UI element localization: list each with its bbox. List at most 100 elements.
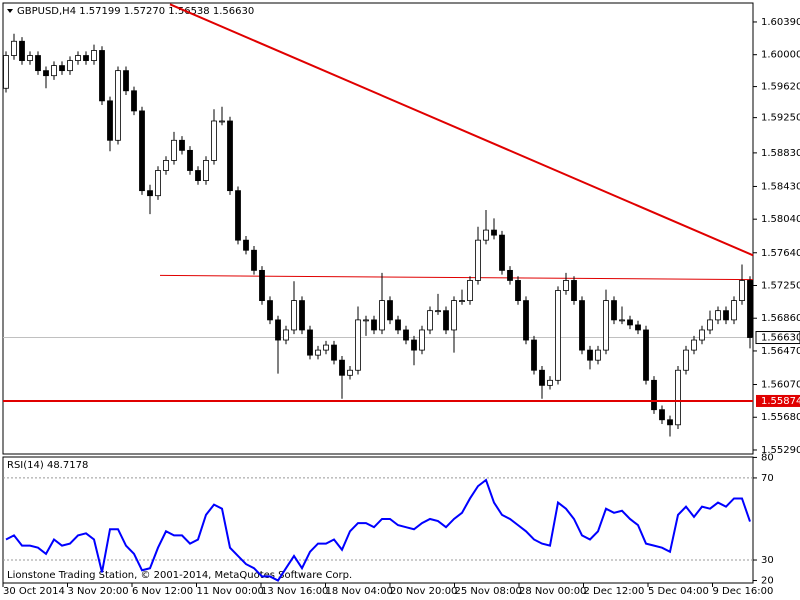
candle-body bbox=[123, 70, 129, 92]
x-tick-label: 13 Nov 16:00 bbox=[261, 586, 328, 597]
candle-body bbox=[683, 349, 689, 371]
candle-body bbox=[635, 324, 641, 331]
candle-body bbox=[691, 339, 697, 351]
trendline bbox=[169, 3, 754, 257]
candle-body bbox=[419, 329, 425, 351]
candle-body bbox=[371, 319, 377, 331]
candle-body bbox=[731, 300, 737, 321]
x-tick-label: 28 Nov 00:00 bbox=[519, 586, 586, 597]
y-tick-label: 1.55290 bbox=[761, 445, 800, 456]
y-tick-label: 1.57640 bbox=[761, 248, 800, 259]
y-tick-label: 30 bbox=[761, 555, 774, 566]
candle-body bbox=[499, 234, 505, 271]
candle-body bbox=[331, 344, 337, 361]
candle-body bbox=[179, 139, 185, 151]
candle-body bbox=[483, 229, 489, 241]
x-tick-label: 2 Dec 12:00 bbox=[584, 586, 645, 597]
candle-body bbox=[3, 55, 9, 89]
y-tick-label: 1.57250 bbox=[761, 280, 800, 291]
candle-body bbox=[131, 90, 137, 112]
candle-body bbox=[435, 310, 441, 313]
candle-body bbox=[595, 349, 601, 361]
candle-body bbox=[467, 280, 473, 301]
candle-body bbox=[491, 229, 497, 236]
candle-body bbox=[139, 110, 145, 192]
candle-body bbox=[171, 139, 177, 161]
y-tick-label: 1.60000 bbox=[761, 50, 800, 61]
candle-body bbox=[507, 269, 513, 281]
candle-body bbox=[35, 55, 41, 72]
x-tick-label: 20 Nov 20:00 bbox=[390, 586, 457, 597]
trendline bbox=[159, 274, 754, 281]
candle-body bbox=[715, 310, 721, 321]
y-tick-label: 1.58430 bbox=[761, 181, 800, 192]
candle-body bbox=[347, 369, 353, 376]
y-tick-label: 80 bbox=[761, 452, 774, 463]
candle-body bbox=[203, 160, 209, 181]
candle-body bbox=[43, 70, 49, 77]
candle-body bbox=[83, 55, 89, 61]
candle-body bbox=[539, 369, 545, 386]
candle-body bbox=[27, 55, 33, 61]
candle-body bbox=[459, 300, 465, 302]
candle-body bbox=[523, 300, 529, 341]
y-tick-label: 1.56070 bbox=[761, 380, 800, 391]
candle-body bbox=[19, 40, 25, 61]
x-tick-label: 9 Dec 16:00 bbox=[713, 586, 774, 597]
y-tick-label: 1.58040 bbox=[761, 214, 800, 225]
candle-body bbox=[707, 319, 713, 331]
candle-body bbox=[579, 300, 585, 351]
candle-body bbox=[675, 369, 681, 426]
candle-body bbox=[291, 300, 297, 331]
rsi-panel bbox=[2, 456, 754, 584]
candle-body bbox=[587, 349, 593, 361]
candle-body bbox=[563, 280, 569, 291]
y-tick-label: 1.56860 bbox=[761, 313, 800, 324]
candle-body bbox=[75, 55, 81, 61]
current-price-label: 1.56630 bbox=[761, 333, 800, 344]
rsi-line bbox=[5, 478, 751, 582]
candle-body bbox=[235, 190, 241, 241]
candle-body bbox=[475, 239, 481, 281]
candle-body bbox=[723, 310, 729, 321]
menu-arrow[interactable] bbox=[7, 9, 13, 13]
candle-body bbox=[67, 60, 73, 72]
x-tick-label: 3 Nov 20:00 bbox=[68, 586, 129, 597]
candle-body bbox=[315, 349, 321, 356]
candle-body bbox=[11, 40, 17, 56]
candle-body bbox=[187, 149, 193, 171]
candle-body bbox=[355, 319, 361, 371]
candle-body bbox=[387, 300, 393, 321]
candle-body bbox=[219, 120, 225, 123]
level-box bbox=[756, 394, 800, 407]
candle-body bbox=[747, 280, 753, 338]
x-tick-label: 6 Nov 12:00 bbox=[132, 586, 193, 597]
x-tick-label: 18 Nov 04:00 bbox=[326, 586, 393, 597]
candle-body bbox=[267, 300, 273, 321]
y-tick-label: 1.59250 bbox=[761, 113, 800, 124]
y-tick-label: 1.55680 bbox=[761, 412, 800, 423]
candle-body bbox=[115, 70, 121, 141]
candle-body bbox=[243, 239, 249, 251]
candle-body bbox=[699, 329, 705, 341]
candle-body bbox=[107, 100, 113, 141]
candle-body bbox=[395, 319, 401, 331]
candle-body bbox=[555, 290, 561, 381]
x-tick-label: 5 Dec 04:00 bbox=[648, 586, 709, 597]
candle-body bbox=[411, 339, 417, 351]
candle-body bbox=[299, 300, 305, 331]
candle-body bbox=[627, 319, 633, 326]
candle-body bbox=[659, 409, 665, 421]
candle-body bbox=[251, 249, 257, 271]
candle-body bbox=[443, 310, 449, 331]
candle-body bbox=[547, 379, 553, 386]
candle-body bbox=[195, 170, 201, 181]
level-label: 1.55874 bbox=[761, 396, 800, 407]
candle-body bbox=[339, 359, 345, 376]
candle-body bbox=[211, 120, 217, 161]
candle-body bbox=[163, 160, 169, 171]
y-tick-label: 1.60390 bbox=[761, 17, 800, 28]
candle-body bbox=[403, 329, 409, 341]
candle-body bbox=[307, 329, 313, 356]
candle-body bbox=[643, 329, 649, 381]
